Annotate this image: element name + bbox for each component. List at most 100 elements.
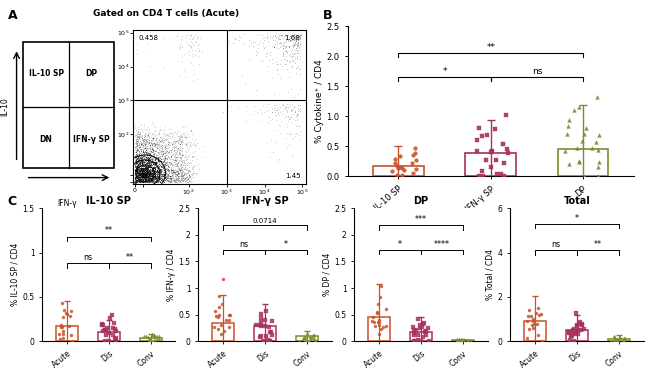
Point (575, 319, 586, 325)
Point (180, 175, 190, 181)
Point (176, 173, 186, 179)
Point (155, 168, 166, 174)
Point (109, 320, 119, 326)
Point (142, 172, 153, 178)
Point (164, 178, 174, 184)
Point (141, 174, 151, 180)
Point (143, 155, 153, 161)
Point (149, 177, 159, 183)
Point (130, 155, 140, 161)
Point (184, 164, 194, 170)
Point (157, 161, 167, 167)
Point (140, 164, 150, 170)
Point (159, 159, 170, 165)
Point (170, 178, 181, 184)
Point (159, 162, 169, 168)
Point (135, 159, 146, 165)
Point (171, 145, 181, 151)
Point (175, 166, 185, 172)
Point (267, 332, 278, 338)
Point (153, 149, 164, 155)
Point (142, 162, 153, 168)
Point (140, 163, 151, 169)
Point (148, 169, 158, 175)
Point (162, 167, 173, 173)
Point (133, 169, 143, 175)
Point (181, 156, 192, 162)
Point (154, 141, 164, 147)
Point (134, 158, 144, 164)
Point (148, 148, 159, 154)
Point (134, 160, 144, 166)
Point (295, 71, 306, 77)
Point (151, 169, 161, 175)
Point (138, 166, 148, 172)
Point (132, 176, 142, 181)
Point (181, 178, 192, 184)
Point (183, 41, 193, 47)
Point (136, 172, 147, 178)
Point (133, 176, 144, 182)
Point (374, 294, 385, 300)
Point (135, 138, 145, 144)
Point (57, 324, 68, 330)
Point (143, 159, 153, 165)
Point (131, 133, 142, 139)
Point (141, 172, 151, 178)
Point (142, 140, 152, 146)
Point (145, 174, 155, 180)
Point (139, 178, 150, 184)
Point (131, 141, 142, 147)
Point (162, 175, 172, 181)
Point (135, 168, 145, 174)
Point (150, 176, 160, 182)
Point (149, 337, 159, 343)
Point (144, 164, 154, 170)
Point (137, 127, 148, 133)
Point (134, 167, 144, 173)
Point (142, 152, 152, 157)
Point (143, 160, 153, 166)
Point (144, 179, 154, 185)
Point (142, 172, 152, 178)
Point (150, 175, 161, 181)
Point (146, 173, 157, 179)
Point (254, 322, 265, 328)
Point (153, 130, 164, 136)
Point (138, 176, 149, 181)
Point (182, 171, 192, 177)
Point (133, 160, 143, 166)
Point (472, 137, 482, 143)
Point (131, 157, 141, 163)
Point (176, 171, 186, 177)
Point (187, 36, 197, 42)
Point (142, 141, 153, 147)
Point (187, 149, 198, 155)
Point (252, 45, 263, 51)
Point (132, 166, 142, 172)
Point (224, 312, 235, 318)
Point (174, 133, 184, 139)
Point (148, 158, 158, 164)
Point (167, 156, 177, 162)
Point (146, 176, 156, 181)
Point (155, 161, 166, 167)
Point (133, 137, 143, 143)
Point (146, 142, 157, 148)
Point (148, 164, 159, 170)
Point (155, 162, 165, 168)
Point (292, 114, 302, 120)
Point (608, 338, 619, 344)
Point (411, 158, 422, 164)
Point (185, 173, 195, 179)
Point (150, 168, 160, 174)
Point (151, 159, 161, 165)
Point (151, 166, 162, 172)
Point (131, 170, 142, 176)
Point (164, 168, 175, 174)
Point (133, 174, 144, 180)
Point (142, 174, 153, 180)
Point (238, 41, 248, 47)
Point (374, 317, 384, 323)
Point (133, 169, 144, 175)
